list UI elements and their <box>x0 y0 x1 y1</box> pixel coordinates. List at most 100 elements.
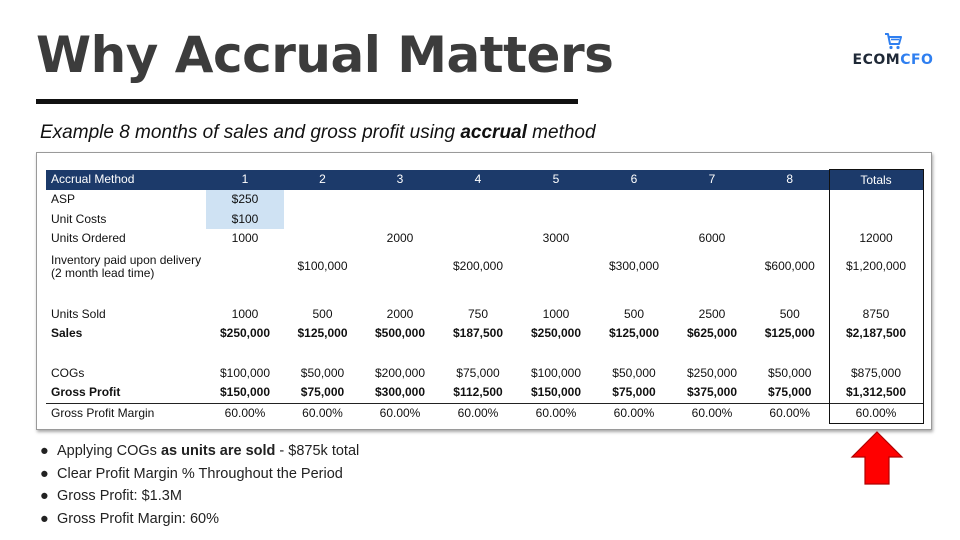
page-title: Why Accrual Matters <box>36 26 614 84</box>
table-cell <box>595 229 673 249</box>
table-cell <box>206 285 284 305</box>
table-cell <box>439 344 517 364</box>
bullet-item: ● Gross Profit: $1.3M <box>40 485 359 508</box>
summary-bullets: ● Applying COGs as units are sold - $875k… <box>40 440 359 530</box>
table-cell <box>828 343 924 364</box>
row-spacer <box>46 284 924 305</box>
table-header-cell: 6 <box>595 169 673 190</box>
bullet-text-bold: as units are sold <box>160 443 276 459</box>
table-cell <box>517 190 595 210</box>
table-cell: $300,000 <box>374 385 426 400</box>
row-label: Sales <box>51 326 83 341</box>
table-header-cell: Accrual Method <box>46 169 206 190</box>
table-cell: $375,000 <box>686 385 738 400</box>
subtitle: Example 8 months of sales and gross prof… <box>40 122 596 144</box>
table-header-cell: 1 <box>206 169 284 190</box>
table-cell: $250,000 <box>219 326 271 341</box>
table-cell: 2000 <box>386 306 414 321</box>
row-label <box>46 285 206 305</box>
row-label: Inventory paid upon delivery (2 month le… <box>51 252 202 280</box>
table-cell: $2,187,500 <box>828 324 924 344</box>
table-cell: 6000 <box>698 231 726 246</box>
table-cell <box>673 210 751 230</box>
table-cell <box>751 285 829 305</box>
table-cell: $250,000 <box>530 326 582 341</box>
row-units-ordered: Units Ordered 1000 2000 3000 6000 12000 <box>46 229 924 249</box>
table-cell: $100,000 <box>219 365 271 380</box>
row-label: Units Ordered <box>51 231 126 246</box>
bullet-text-pre: Applying COGs <box>57 443 161 459</box>
subtitle-emphasis: accrual <box>460 122 527 143</box>
row-unit-costs: Unit Costs $100 <box>46 209 924 230</box>
table-cell <box>517 285 595 305</box>
bullet-dot-icon: ● <box>40 465 49 482</box>
row-asp: ASP $250 <box>46 190 924 210</box>
table-cell: $1,200,000 <box>828 248 924 285</box>
table-header-cell: 8 <box>751 169 829 190</box>
table-cell: 60.00% <box>361 402 439 424</box>
row-gross-profit-margin: Gross Profit Margin 60.00% 60.00% 60.00% 60.… <box>46 402 924 424</box>
table-cell <box>517 344 595 364</box>
table-cell: 60.00% <box>284 402 361 424</box>
table-cell <box>673 285 751 305</box>
table-cell: $150,000 <box>219 385 271 400</box>
table-cell: $50,000 <box>300 365 345 380</box>
table-cell: $600,000 <box>764 259 815 273</box>
table-cell <box>284 190 361 210</box>
bullet-text-pre: Clear Profit Margin % Throughout the Per… <box>57 465 343 482</box>
table-cell: $50,000 <box>612 365 656 380</box>
bullet-text-post: - $875k total <box>275 443 360 459</box>
bullet-item: ● Clear Profit Margin % Throughout the Pe… <box>40 463 359 486</box>
up-arrow-icon <box>850 431 904 485</box>
table-cell <box>828 209 924 229</box>
table-cell: $1,312,500 <box>828 383 924 403</box>
bullet-item: ● Applying COGs as units are sold - $875k… <box>40 440 359 463</box>
table-cell <box>206 344 284 364</box>
title-underline <box>36 99 578 104</box>
table-cell <box>828 190 924 210</box>
table-cell: $125,000 <box>297 326 348 341</box>
table-cell <box>361 190 439 210</box>
shopping-cart-icon <box>885 33 902 50</box>
row-label: Gross Profit Margin <box>46 402 206 424</box>
row-gross-profit: Gross Profit $150,000 $75,000 $300,000 $112,… <box>46 383 924 403</box>
table-cell: 1000 <box>231 306 259 321</box>
table-cell: 12000 <box>828 229 924 249</box>
table-cell: $50,000 <box>768 365 812 380</box>
table-cell: $75,000 <box>768 385 812 400</box>
table-cell: $125,000 <box>608 326 660 341</box>
table-cell <box>751 190 829 210</box>
table-cell: $250,000 <box>686 365 738 380</box>
table-cell: $300,000 <box>608 259 660 273</box>
table-cell <box>517 249 595 285</box>
accrual-table-frame: Accrual Method 1 2 3 4 5 6 7 8 Totals ASP $250 Unit … <box>36 152 932 430</box>
table-cell <box>439 285 517 305</box>
row-cogs: COGs $100,000 $50,000 $200,000 $75,000 $100,0… <box>46 363 924 383</box>
table-cell: 60.00% <box>517 402 595 424</box>
row-label: Unit Costs <box>51 211 107 226</box>
table-cell <box>284 229 361 249</box>
table-cell <box>673 344 751 364</box>
table-cell <box>284 344 361 364</box>
table-cell: 60.00% <box>439 402 517 424</box>
subtitle-prefix: Example 8 months of sales and gross prof… <box>40 122 461 143</box>
table-cell: $75,000 <box>456 365 500 380</box>
table-cell <box>751 344 829 364</box>
table-cell <box>361 249 439 285</box>
table-header-cell: 7 <box>673 169 751 190</box>
row-sales: Sales $250,000 $125,000 $500,000 $187,500 $25… <box>46 324 924 344</box>
table-header-row: Accrual Method 1 2 3 4 5 6 7 8 Totals <box>46 169 924 190</box>
table-header-cell: 4 <box>439 169 517 190</box>
table-header-cell: 3 <box>361 169 439 190</box>
row-label: ASP <box>51 192 76 207</box>
table-cell: $100,000 <box>297 259 348 273</box>
table-cell <box>361 344 439 364</box>
table-cell: $75,000 <box>612 385 656 400</box>
table-cell: 60.00% <box>206 402 284 424</box>
table-cell: $125,000 <box>764 326 815 341</box>
table-cell: 60.00% <box>751 402 829 424</box>
table-cell <box>284 285 361 305</box>
bullet-text-pre: Gross Profit: $1.3M <box>57 488 182 504</box>
table-cell: 60.00% <box>595 402 673 424</box>
table-cell <box>595 344 673 364</box>
